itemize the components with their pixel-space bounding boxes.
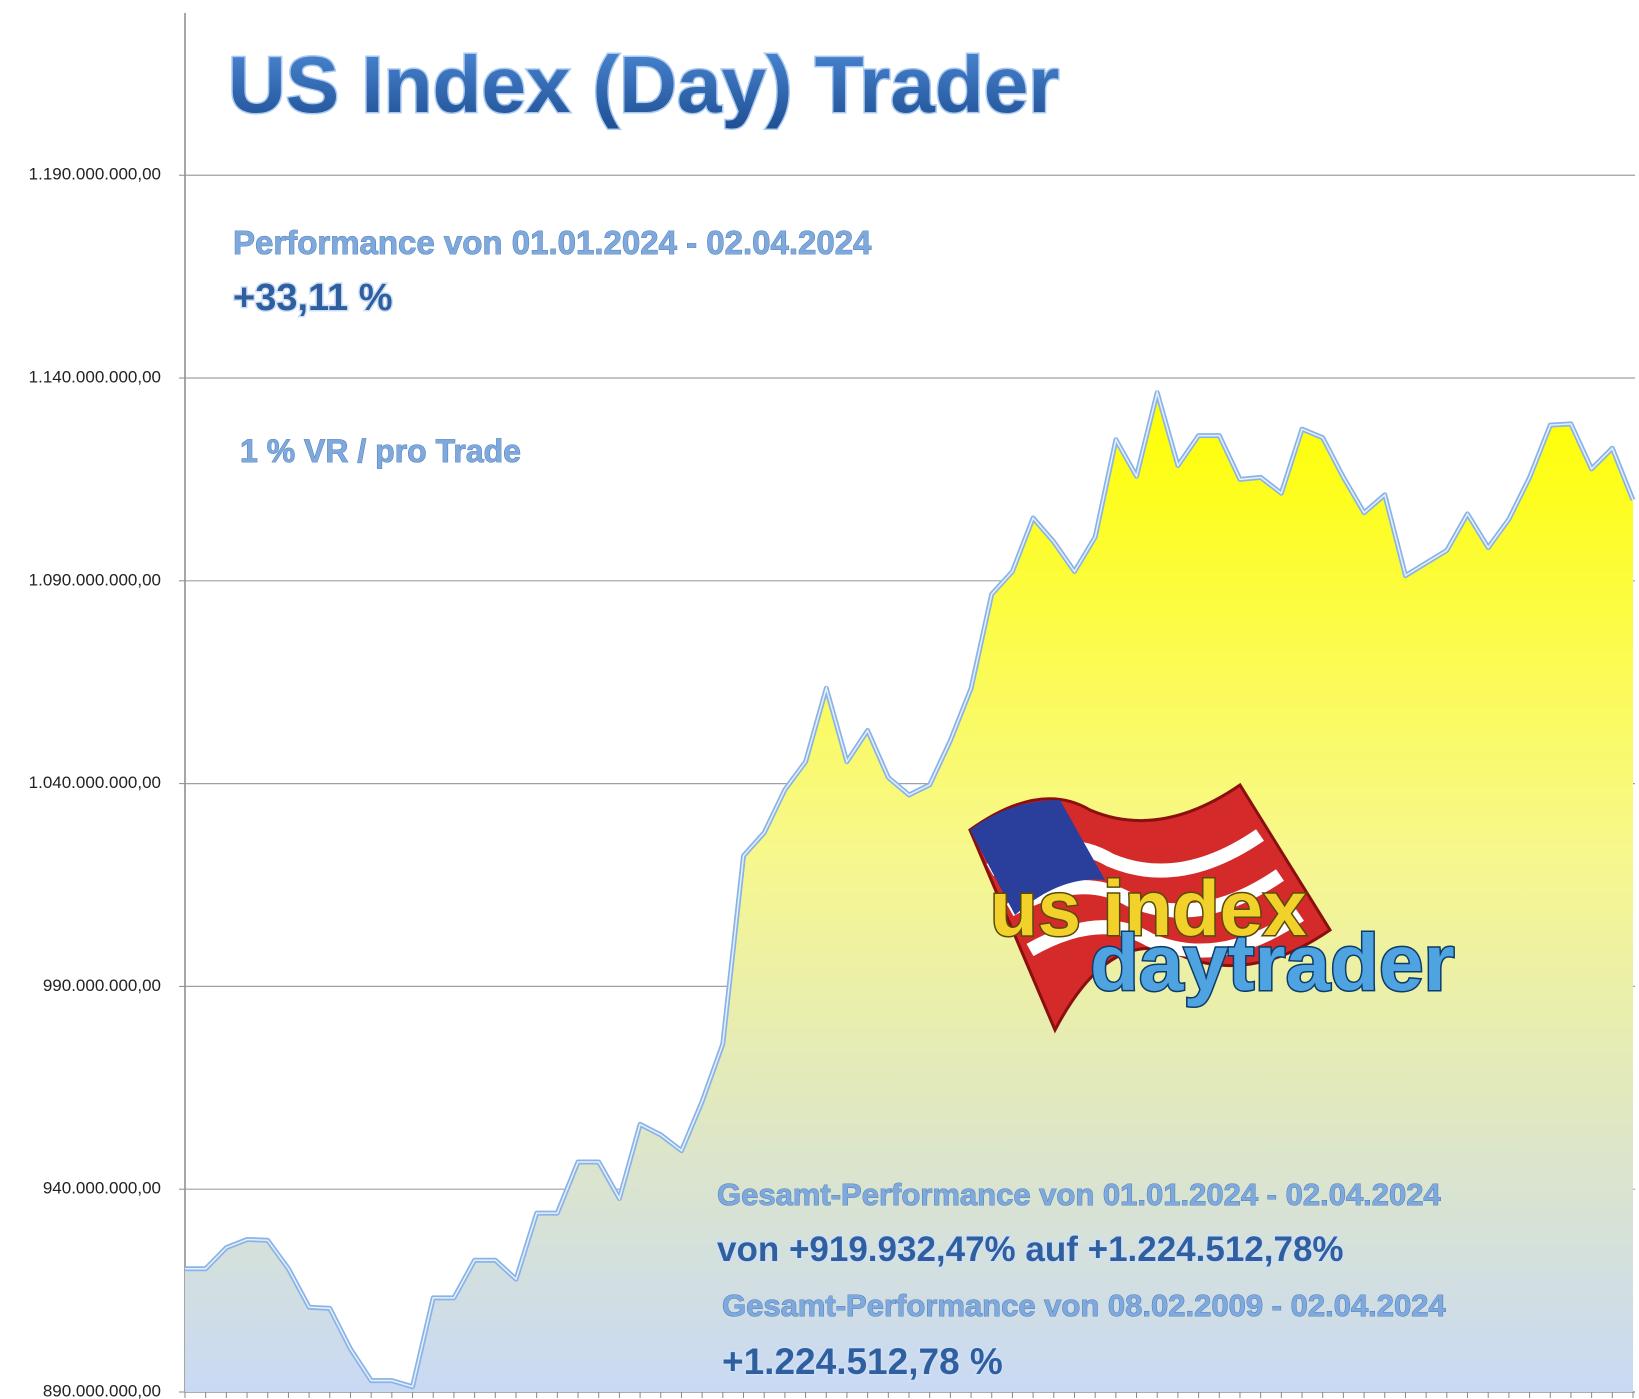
annotation: +1.224.512,78 % [722, 1341, 1003, 1382]
logo: us index daytrader [968, 782, 1456, 1034]
y-tick-label: 1.190.000.000,00 [29, 165, 161, 184]
annotation: Performance von 01.01.2024 - 02.04.2024 [233, 224, 872, 261]
y-tick-label: 890.000.000,00 [43, 1381, 161, 1399]
annotation: 1 % VR / pro Trade [240, 433, 521, 469]
y-tick-label: 940.000.000,00 [43, 1179, 161, 1198]
area-line-highlight [185, 389, 1634, 1388]
chart-title: US Index (Day) Trader [228, 40, 1059, 129]
annotation: Gesamt-Performance von 01.01.2024 - 02.0… [717, 1177, 1442, 1212]
logo-text: us index [990, 864, 1306, 952]
annotation: von +919.932,47% auf +1.224.512,78% [717, 1230, 1344, 1269]
y-tick-label: 1.090.000.000,00 [29, 570, 161, 589]
y-tick-label: 1.140.000.000,00 [29, 368, 161, 387]
logo-text: daytrader [1090, 918, 1455, 1007]
annotation: Gesamt-Performance von 08.02.2009 - 02.0… [722, 1288, 1447, 1323]
area-fill [185, 392, 1633, 1393]
y-tick-label: 990.000.000,00 [43, 976, 161, 995]
plot-area: 890.000.000,00 940.000.000,00 990.000.000,… [29, 13, 1636, 1399]
y-tick-label: 1.040.000.000,00 [29, 773, 161, 792]
annotation: +33,11 % [233, 277, 393, 319]
flag-canton [970, 800, 1105, 915]
